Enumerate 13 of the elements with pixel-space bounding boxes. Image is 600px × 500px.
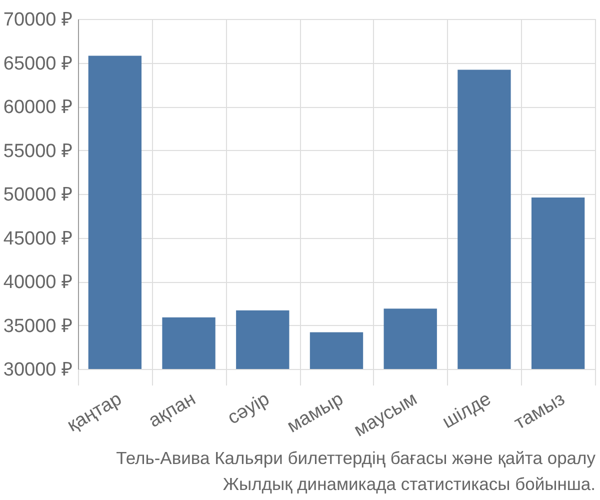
x-tick-label: ақпан xyxy=(145,388,200,432)
y-tick-label: 35000 ₽ xyxy=(3,316,72,337)
y-tick-label: 65000 ₽ xyxy=(3,53,72,74)
x-tick-label: сәуір xyxy=(224,388,274,429)
y-tick-label: 55000 ₽ xyxy=(3,140,72,162)
y-tick-label: 40000 ₽ xyxy=(3,272,72,293)
y-tick-label: 45000 ₽ xyxy=(3,228,72,250)
y-tick-label: 70000 ₽ xyxy=(3,10,72,30)
y-tick-label: 60000 ₽ xyxy=(3,97,72,118)
text: Тель-Авива Кальяри билеттердің бағасы және қайта оралу xyxy=(116,448,596,468)
text: Жылдық динамикада статистикасы бойынша. xyxy=(222,474,596,494)
y-tick-label: 50000 ₽ xyxy=(3,184,72,206)
y-tick-label: 30000 ₽ xyxy=(3,360,72,380)
